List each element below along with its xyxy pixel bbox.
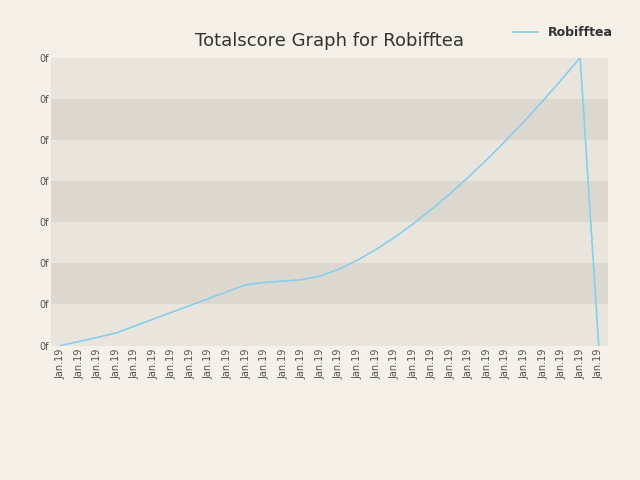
Bar — [51, 140, 608, 181]
Robifftea — [224, 288, 232, 294]
Robifftea — [465, 174, 472, 180]
Robifftea — [187, 302, 195, 308]
Robifftea — [576, 55, 584, 60]
Robifftea — [353, 257, 361, 263]
Bar — [51, 304, 608, 346]
Bar — [51, 264, 608, 304]
Robifftea — [484, 156, 492, 162]
Robifftea — [261, 279, 269, 285]
Bar — [51, 222, 608, 264]
Robifftea — [298, 277, 306, 283]
Robifftea — [150, 316, 157, 322]
Robifftea — [410, 221, 417, 227]
Bar — [51, 58, 608, 99]
Robifftea — [447, 191, 454, 196]
Robifftea — [57, 343, 65, 348]
Robifftea — [205, 296, 212, 301]
Robifftea — [131, 323, 139, 329]
Robifftea — [242, 282, 250, 288]
Robifftea — [390, 234, 398, 240]
Robifftea — [557, 77, 566, 83]
Robifftea — [428, 206, 436, 212]
Legend: Robifftea: Robifftea — [513, 26, 613, 39]
Robifftea — [372, 247, 380, 252]
Robifftea — [317, 273, 324, 279]
Robifftea — [520, 118, 528, 124]
Robifftea — [93, 335, 101, 340]
Robifftea — [595, 343, 603, 348]
Bar — [51, 181, 608, 222]
Robifftea — [539, 98, 547, 104]
Line: Robifftea: Robifftea — [61, 58, 599, 346]
Bar — [51, 99, 608, 140]
Robifftea — [113, 330, 120, 336]
Title: Totalscore Graph for Robifftea: Totalscore Graph for Robifftea — [195, 33, 464, 50]
Robifftea — [502, 138, 509, 144]
Robifftea — [76, 338, 83, 344]
Robifftea — [335, 266, 343, 272]
Robifftea — [168, 309, 175, 315]
Robifftea — [279, 278, 287, 284]
